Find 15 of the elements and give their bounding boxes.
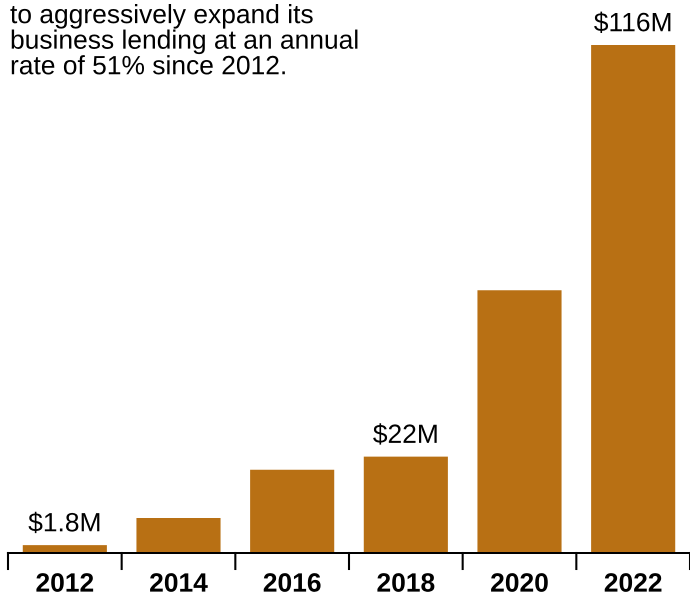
x-tick-label: 2014 xyxy=(150,573,208,592)
data-label: $1.8M xyxy=(28,512,100,534)
x-tick-label: 2016 xyxy=(264,573,321,592)
x-tick-label: 2020 xyxy=(491,573,548,592)
data-label: $22M xyxy=(373,423,437,445)
x-tick-label: 2022 xyxy=(604,573,662,592)
bar xyxy=(250,470,334,553)
bar xyxy=(477,290,562,553)
annotation: to aggressively expand its business lending at an annual rate of 51% since 2012. xyxy=(10,4,358,74)
bar xyxy=(136,518,221,553)
bar xyxy=(364,456,448,553)
x-tick-label: 2012 xyxy=(36,573,94,592)
x-tick-label: 2018 xyxy=(377,573,434,592)
bar xyxy=(591,45,676,553)
data-label: $116M xyxy=(594,12,670,34)
